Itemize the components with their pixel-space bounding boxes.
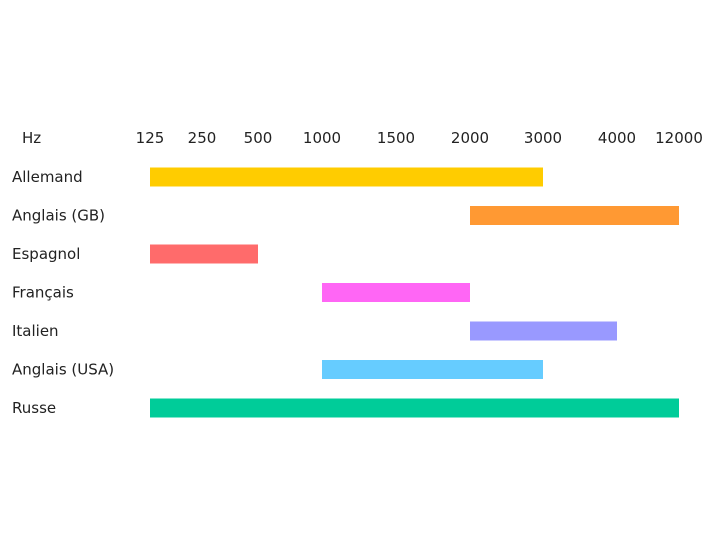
range-bar — [322, 283, 470, 302]
chart-rows: Allemand Anglais (GB) Espagnol Français Ital… — [12, 167, 679, 418]
x-tick-label: 3000 — [524, 129, 562, 147]
row-label: Allemand — [12, 168, 83, 186]
x-tick-label: 2000 — [451, 129, 489, 147]
range-bar — [470, 321, 617, 341]
row-label: Russe — [12, 399, 56, 417]
x-tick-label: 500 — [244, 129, 273, 147]
row-label: Italien — [12, 322, 59, 340]
range-bar — [150, 398, 679, 418]
x-axis-ticks: 125 250 500 1000 1500 2000 3000 4000 12000 — [136, 129, 703, 147]
x-tick-label: 1500 — [377, 129, 415, 147]
x-tick-label: 1000 — [303, 129, 341, 147]
x-tick-label: 4000 — [598, 129, 636, 147]
range-bar — [322, 360, 543, 379]
row-label: Espagnol — [12, 245, 80, 263]
row-label: Français — [12, 284, 74, 302]
range-bar — [150, 244, 258, 264]
x-tick-label: 12000 — [655, 129, 703, 147]
x-tick-label: 250 — [188, 129, 217, 147]
range-bar — [150, 167, 543, 187]
row-label: Anglais (USA) — [12, 361, 114, 379]
range-bar — [470, 206, 679, 225]
x-tick-label: 125 — [136, 129, 165, 147]
row-label: Anglais (GB) — [12, 207, 105, 225]
axis-unit-label: Hz — [22, 129, 41, 147]
